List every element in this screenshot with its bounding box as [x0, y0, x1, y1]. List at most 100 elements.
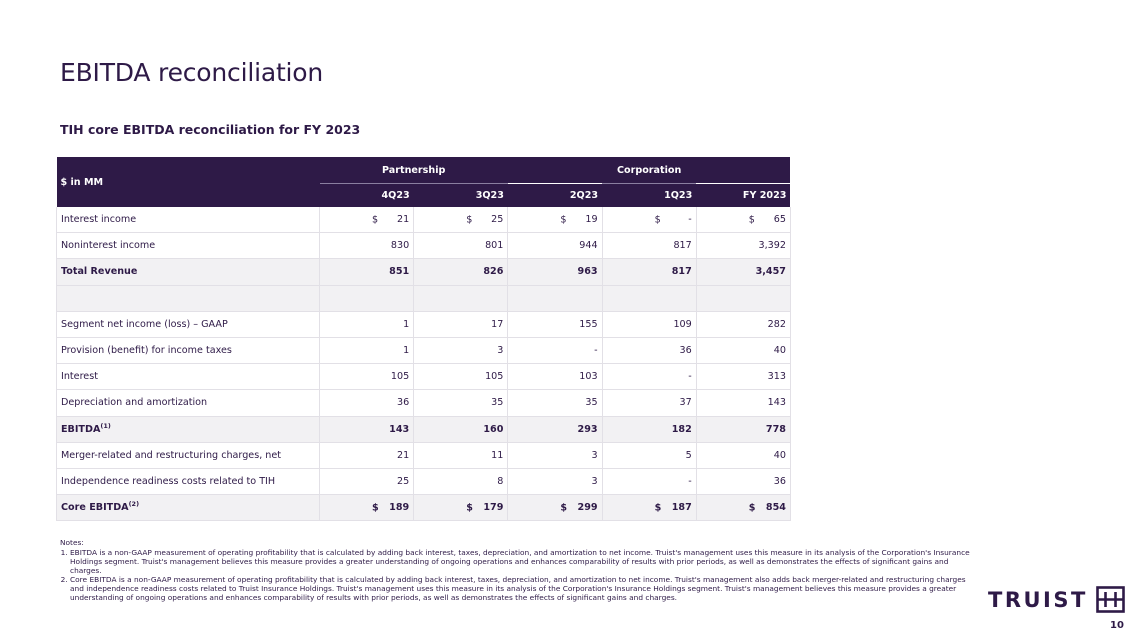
footnote-marker: (1) [100, 421, 111, 430]
cell-value: 313 [767, 371, 786, 383]
row-label-text: Segment net income (loss) – GAAP [61, 318, 228, 330]
cell-value: 3,457 [755, 266, 786, 278]
cell-value: 182 [671, 423, 692, 435]
table-cell: 36 [696, 468, 791, 496]
table-cell: 1 [319, 311, 415, 338]
table-cell: 944 [507, 232, 603, 260]
cell-value: 293 [577, 423, 598, 435]
table-cell: 109 [602, 311, 697, 338]
cell-value: 143 [389, 423, 410, 435]
currency-symbol: $ [748, 502, 756, 514]
table-row: Merger-related and restructuring charges… [56, 442, 791, 469]
column-header: 4Q23 [319, 183, 414, 207]
currency-symbol: $ [560, 502, 568, 514]
table-row: Total Revenue 851 826 963 817 3,457 [56, 258, 791, 286]
table-cell: 826 [413, 258, 509, 286]
row-label-text: Depreciation and amortization [61, 397, 208, 409]
table-cell [602, 285, 697, 312]
table-cell [696, 285, 791, 312]
cell-value: 105 [390, 371, 410, 383]
cell-value: 830 [390, 240, 410, 252]
table-cell: 25 [319, 468, 415, 496]
cell-value: 25 [396, 475, 410, 487]
table-row: EBITDA(1) 143 160 293 182 778 [56, 415, 791, 443]
table-cell: $187 [602, 494, 697, 522]
row-label: Segment net income (loss) – GAAP [56, 311, 320, 338]
table-cell: 801 [413, 232, 509, 260]
logo-text: TRUIST [988, 587, 1088, 612]
table-cell: 105 [319, 363, 415, 391]
row-label: Interest income [56, 207, 320, 234]
cell-value: 1 [403, 318, 410, 330]
cell-value: 36 [773, 475, 786, 487]
cell-value: 65 [773, 214, 786, 226]
table-cell: $21 [319, 207, 415, 234]
table-cell: 40 [696, 337, 791, 365]
table-cell [319, 285, 415, 312]
table-cell: 36 [602, 337, 697, 365]
cell-value: 35 [585, 397, 598, 409]
cell-value: 143 [767, 397, 786, 409]
cell-value: 21 [396, 214, 410, 226]
table-cell: 35 [507, 389, 603, 417]
cell-value: 105 [485, 371, 504, 383]
table-cell: $299 [507, 494, 603, 522]
cell-value: - [688, 371, 692, 383]
cell-value: 3 [497, 345, 504, 357]
currency-symbol: $ [654, 214, 661, 226]
table-cell: 3,457 [696, 258, 791, 286]
table-cell: - [507, 337, 603, 365]
footnotes: Notes: EBITDA is a non-GAAP measurement … [60, 538, 980, 602]
cell-value: 282 [767, 318, 786, 330]
cell-value: 299 [577, 502, 598, 514]
cell-value: 37 [679, 397, 692, 409]
row-label-text: Interest [61, 371, 98, 383]
table-cell: $189 [319, 494, 415, 522]
cell-value: 25 [491, 214, 504, 226]
cell-value: 187 [671, 502, 692, 514]
table-subtitle: TIH core EBITDA reconciliation for FY 20… [60, 122, 361, 137]
footnote-marker: (2) [128, 499, 140, 508]
cell-value: 817 [673, 240, 692, 252]
cell-value: 817 [671, 266, 692, 278]
table-row: Depreciation and amortization 36 35 35 37 143 [56, 389, 791, 417]
table-cell: 40 [696, 442, 791, 469]
cell-value: 11 [491, 449, 504, 461]
table-cell: 830 [319, 232, 415, 260]
page-number: 10 [1110, 620, 1124, 631]
table-cell: 3,392 [696, 232, 791, 260]
cell-value: 36 [679, 345, 692, 357]
table-row: Provision (benefit) for income taxes 1 3 - 3… [56, 337, 791, 365]
table-row: Noninterest income 830 801 944 817 3,392 [56, 232, 791, 260]
table-cell: 103 [507, 363, 603, 391]
cell-value: 155 [579, 318, 598, 330]
footnote-1: EBITDA is a non-GAAP measurement of oper… [70, 548, 980, 575]
currency-symbol: $ [560, 214, 567, 226]
cell-value: 35 [491, 397, 504, 409]
column-header: 2Q23 [507, 183, 603, 207]
table-cell: 293 [507, 415, 603, 443]
table-cell: 37 [602, 389, 697, 417]
table-cell: 143 [319, 415, 415, 443]
table-row: Interest income $21 $25 $19 $ - $65 [56, 207, 791, 234]
table-cell: $854 [696, 494, 791, 522]
row-label-text: Merger-related and restructuring charges… [61, 449, 282, 461]
cell-value: 179 [483, 502, 504, 514]
table-cell: 817 [602, 258, 697, 286]
page-title: EBITDA reconciliation [60, 58, 324, 87]
cell-value: 40 [773, 345, 786, 357]
row-label: Interest [56, 363, 320, 391]
table-row: Core EBITDA(2) $189 $179 $299 $187 $854 [56, 494, 791, 522]
cell-value: 1 [403, 345, 410, 357]
row-label-text: Core EBITDA [61, 502, 129, 514]
footnote-2: Core EBITDA is a non-GAAP measurement of… [70, 575, 980, 602]
table-cell: 160 [413, 415, 509, 443]
table-cell: 11 [413, 442, 509, 469]
cell-value: - [594, 345, 598, 357]
table-cell: 282 [696, 311, 791, 338]
table-cell: 3 [507, 468, 603, 496]
row-label: Core EBITDA(2) [56, 494, 320, 522]
table-cell: $179 [413, 494, 509, 522]
cell-value: - [688, 475, 692, 487]
currency-symbol: $ [654, 502, 662, 514]
